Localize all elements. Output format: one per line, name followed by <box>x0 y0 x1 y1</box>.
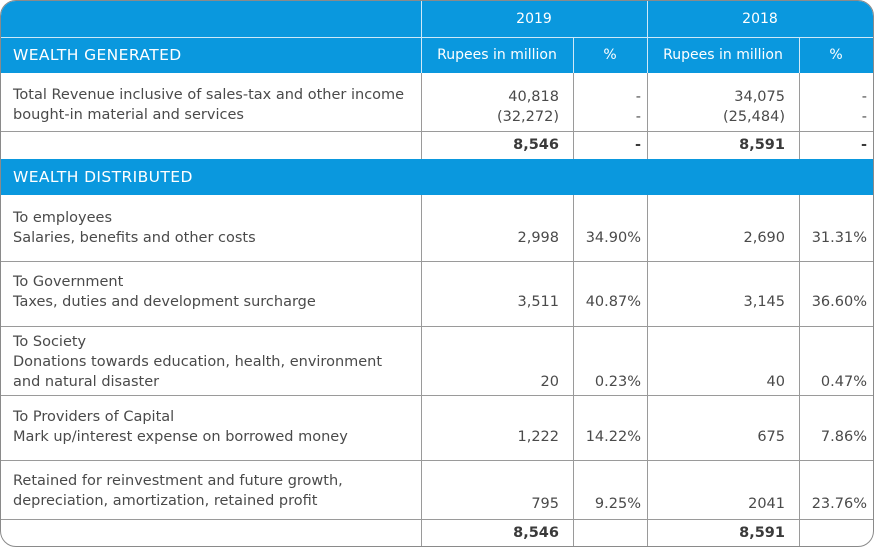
generated-total-2018: 8,591 <box>739 137 785 153</box>
distributed-total-row: 8,546 8,591 <box>1 520 873 546</box>
divider <box>799 195 800 546</box>
divider <box>1 37 873 38</box>
table-row: Retained for reinvestment and future gro… <box>1 461 873 519</box>
value-2018: 3,145 <box>743 294 785 310</box>
pct-2019: 34.90% <box>585 230 641 246</box>
pct-2018: 31.31% <box>811 230 867 246</box>
bought-in-label: bought-in material and services <box>13 107 244 123</box>
divider <box>647 1 648 73</box>
distributed-total-2018: 8,591 <box>739 525 785 541</box>
bought-in-pct-2019: - <box>635 109 641 125</box>
revenue-2019: 40,818 <box>508 89 559 105</box>
unit-2019: Rupees in million <box>437 47 557 63</box>
value-2019: 795 <box>531 496 559 512</box>
pct-2019: 40.87% <box>585 294 641 310</box>
wealth-generated-header-row: WEALTH GENERATED Rupees in million % Rup… <box>1 38 873 73</box>
row-heading: To employees <box>13 210 113 226</box>
wealth-distributed-header-row: WEALTH DISTRIBUTED <box>1 159 873 195</box>
generated-total-row: 8,546 - 8,591 - <box>1 132 873 159</box>
divider <box>421 1 422 73</box>
divider <box>799 38 800 73</box>
row-description: Taxes, duties and development surcharge <box>13 294 316 310</box>
divider <box>1 131 873 132</box>
pct-2018: % <box>829 47 843 63</box>
table-row: To employees Salaries, benefits and othe… <box>1 195 873 261</box>
row-heading: To Society <box>13 334 87 350</box>
divider <box>1 519 873 520</box>
value-2019: 1,222 <box>517 429 559 445</box>
revenue-pct-2018: - <box>861 89 867 105</box>
revenue-pct-2019: - <box>635 89 641 105</box>
table-row: To Government Taxes, duties and developm… <box>1 262 873 326</box>
row-description-cont: and natural disaster <box>13 374 160 390</box>
table-row: To Society Donations towards education, … <box>1 327 873 395</box>
pct-2019: % <box>603 47 617 63</box>
divider <box>647 195 648 546</box>
section-title-wealth-generated: WEALTH GENERATED <box>13 46 182 64</box>
table-row: Total Revenue inclusive of sales-tax and… <box>1 73 873 131</box>
divider <box>573 73 574 159</box>
bought-in-2018: (25,484) <box>722 109 785 125</box>
value-2019: 2,998 <box>517 230 559 246</box>
pct-2019: 9.25% <box>594 496 641 512</box>
pct-2019: 14.22% <box>585 429 641 445</box>
table-row: To Providers of Capital Mark up/interest… <box>1 396 873 460</box>
pct-2018: 36.60% <box>811 294 867 310</box>
unit-2018: Rupees in million <box>663 47 783 63</box>
generated-total-pct-2018: - <box>860 137 867 153</box>
pct-2019: 0.23% <box>594 374 641 390</box>
row-heading: To Providers of Capital <box>13 409 175 425</box>
row-heading: To Government <box>13 274 124 290</box>
bought-in-pct-2018: - <box>861 109 867 125</box>
divider <box>799 73 800 159</box>
divider <box>421 195 422 546</box>
value-2018: 40 <box>766 374 785 390</box>
row-description: Mark up/interest expense on borrowed mon… <box>13 429 348 445</box>
row-heading: Retained for reinvestment and future gro… <box>13 473 343 489</box>
generated-total-pct-2019: - <box>634 137 641 153</box>
divider <box>573 195 574 546</box>
value-2019: 20 <box>540 374 559 390</box>
revenue-2018: 34,075 <box>734 89 785 105</box>
distributed-total-2019: 8,546 <box>513 525 559 541</box>
year-header-row: 2019 2018 <box>1 1 873 37</box>
row-description: Salaries, benefits and other costs <box>13 230 256 246</box>
divider <box>573 38 574 73</box>
year-2019: 2019 <box>516 11 552 27</box>
divider <box>421 73 422 159</box>
bought-in-2019: (32,272) <box>496 109 559 125</box>
divider <box>1 460 873 461</box>
pct-2018: 23.76% <box>811 496 867 512</box>
revenue-label: Total Revenue inclusive of sales-tax and… <box>13 87 405 103</box>
divider <box>1 395 873 396</box>
divider <box>647 73 648 159</box>
section-title-wealth-distributed: WEALTH DISTRIBUTED <box>13 168 193 186</box>
divider <box>1 326 873 327</box>
row-description: depreciation, amortization, retained pro… <box>13 493 318 509</box>
year-2018: 2018 <box>742 11 778 27</box>
value-2018: 2041 <box>748 496 785 512</box>
pct-2018: 7.86% <box>820 429 867 445</box>
value-2018: 2,690 <box>743 230 785 246</box>
generated-total-2019: 8,546 <box>513 137 559 153</box>
value-2019: 3,511 <box>517 294 559 310</box>
divider <box>1 261 873 262</box>
pct-2018: 0.47% <box>820 374 867 390</box>
row-description: Donations towards education, health, env… <box>13 354 383 370</box>
value-2018: 675 <box>757 429 785 445</box>
